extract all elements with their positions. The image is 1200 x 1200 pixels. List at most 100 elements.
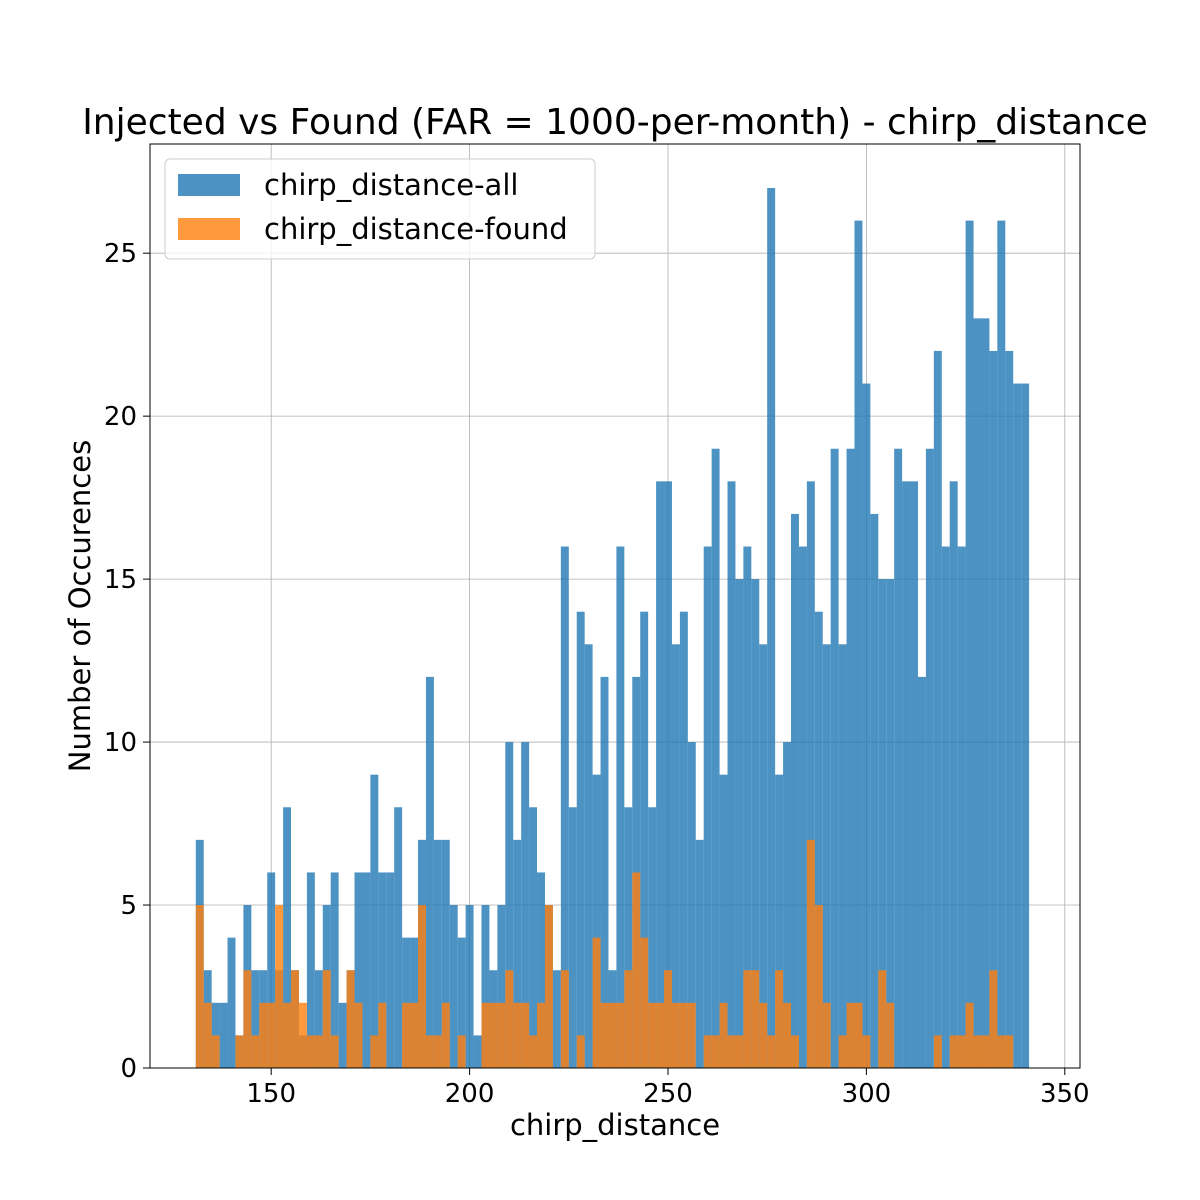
bar-all xyxy=(798,546,807,1068)
bar-found xyxy=(608,1002,617,1068)
bar-all xyxy=(989,350,998,1068)
bar-found xyxy=(640,937,649,1068)
bar-all xyxy=(822,644,831,1068)
bar-all xyxy=(783,742,792,1068)
bar-found xyxy=(544,905,553,1068)
y-tick-label: 0 xyxy=(120,1054,137,1084)
bar-found xyxy=(886,1002,895,1068)
bar-all xyxy=(457,937,466,1068)
bar-all xyxy=(465,905,474,1068)
bar-all xyxy=(640,611,649,1068)
bar-all xyxy=(965,220,974,1068)
bar-all xyxy=(521,742,530,1068)
bar-all xyxy=(338,1002,347,1068)
bar-found xyxy=(814,905,823,1068)
bar-found xyxy=(703,1035,712,1068)
bar-all xyxy=(394,807,403,1068)
bar-found xyxy=(354,1002,363,1068)
bar-all xyxy=(386,872,395,1068)
bar-found xyxy=(521,1002,530,1068)
bar-found xyxy=(481,1002,490,1068)
bar-all xyxy=(568,807,577,1068)
bar-found xyxy=(965,1002,974,1068)
bar-found xyxy=(997,1035,1006,1068)
bar-found xyxy=(735,1035,744,1068)
bar-all xyxy=(1005,350,1014,1068)
bars xyxy=(195,188,1030,1069)
bar-found xyxy=(727,1035,736,1068)
bar-found xyxy=(767,1035,776,1068)
bar-all xyxy=(743,546,752,1068)
bar-found xyxy=(298,1002,307,1068)
bar-all xyxy=(267,872,276,1068)
x-axis-label: chirp_distance xyxy=(510,1108,720,1142)
bar-found xyxy=(283,1002,292,1068)
bar-found xyxy=(957,1035,966,1068)
bar-all xyxy=(497,905,506,1068)
bar-found xyxy=(711,1035,720,1068)
bar-found xyxy=(862,1035,871,1068)
bar-all xyxy=(473,1035,482,1068)
bar-found xyxy=(664,970,672,1068)
bar-all xyxy=(560,546,569,1068)
bar-all xyxy=(592,774,601,1068)
bar-found xyxy=(370,1035,379,1068)
bar-all xyxy=(330,872,339,1068)
bar-found xyxy=(878,970,887,1068)
bar-found xyxy=(679,1002,688,1068)
y-tick-label: 25 xyxy=(104,239,137,269)
bar-found xyxy=(671,1002,680,1068)
bar-found xyxy=(624,970,633,1068)
bar-all xyxy=(775,774,784,1068)
bar-found xyxy=(489,1002,498,1068)
bar-all xyxy=(695,839,704,1068)
bar-all xyxy=(933,350,942,1068)
bar-found xyxy=(576,1035,585,1068)
x-tick-label: 300 xyxy=(842,1079,892,1109)
x-tick-label: 200 xyxy=(445,1079,495,1109)
bar-found xyxy=(592,937,601,1068)
bar-all xyxy=(957,546,966,1068)
x-tick-label: 350 xyxy=(1040,1079,1090,1109)
bar-found xyxy=(243,970,252,1068)
bar-all xyxy=(529,807,538,1068)
axes-frame xyxy=(149,143,1081,1069)
bar-found xyxy=(854,1002,863,1068)
bar-all xyxy=(378,872,387,1068)
bar-all xyxy=(727,481,736,1068)
bar-found xyxy=(973,1035,982,1068)
bar-found xyxy=(275,905,284,1068)
bar-all xyxy=(838,644,847,1068)
bar-found xyxy=(410,1002,419,1068)
bar-found xyxy=(806,839,815,1068)
bar-found xyxy=(211,1035,220,1068)
bar-all xyxy=(362,872,371,1068)
y-axis-label: Number of Occurences xyxy=(63,440,97,772)
bar-found xyxy=(291,970,299,1068)
bar-found xyxy=(632,872,641,1068)
bar-all xyxy=(854,220,863,1068)
bar-all xyxy=(1021,383,1030,1068)
bar-all xyxy=(870,513,879,1068)
bar-all xyxy=(719,774,728,1068)
bar-all xyxy=(306,872,315,1068)
bar-found xyxy=(513,1002,522,1068)
legend-frame xyxy=(164,158,596,260)
bar-all xyxy=(806,481,815,1068)
bar-all xyxy=(576,611,585,1068)
bar-found xyxy=(537,1002,545,1068)
bar-all xyxy=(552,970,561,1068)
bar-all xyxy=(656,481,665,1068)
bar-found xyxy=(933,1035,942,1068)
bar-all xyxy=(981,318,990,1068)
bar-found xyxy=(433,1035,442,1068)
x-tick-label: 150 xyxy=(246,1079,296,1109)
bar-all xyxy=(537,872,545,1068)
bar-all xyxy=(767,188,776,1068)
bar-found xyxy=(656,1002,665,1068)
bar-found xyxy=(203,1002,212,1068)
bar-all xyxy=(219,1002,228,1068)
bar-all xyxy=(354,872,363,1068)
bar-all xyxy=(791,513,799,1068)
